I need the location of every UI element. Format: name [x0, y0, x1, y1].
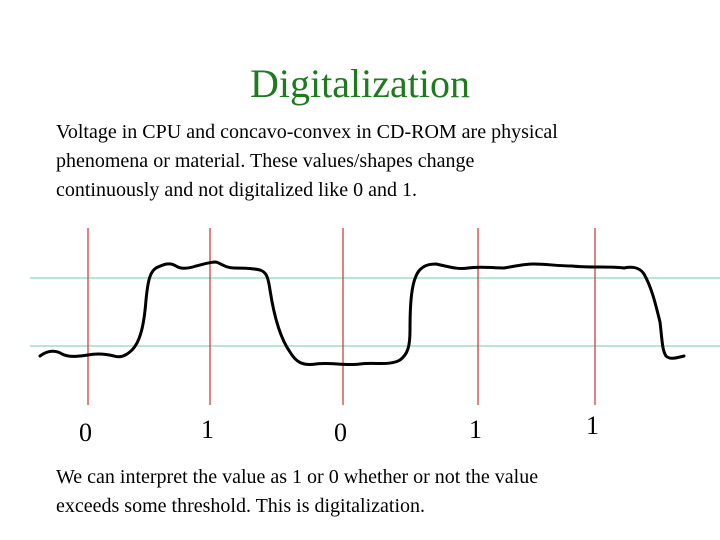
- intro-line: Voltage in CPU and concavo-convex in CD-…: [56, 121, 558, 143]
- slide-title: Digitalization: [250, 61, 470, 106]
- digit-label: 1: [469, 415, 482, 444]
- intro-line: continuously and not digitalized like 0 …: [56, 179, 418, 201]
- digit-label: 0: [79, 418, 92, 447]
- intro-paragraph: Voltage in CPU and concavo-convex in CD-…: [56, 118, 696, 205]
- conclusion-line: exceeds some threshold. This is digitali…: [56, 495, 426, 517]
- digit-label: 1: [586, 411, 599, 440]
- conclusion-paragraph: We can interpret the value as 1 or 0 whe…: [56, 463, 696, 521]
- digit-label: 0: [334, 418, 347, 447]
- digit-label: 1: [201, 415, 214, 444]
- intro-line: phenomena or material. These values/shap…: [56, 150, 475, 172]
- analog-signal-curve: [38, 260, 686, 367]
- conclusion-line: We can interpret the value as 1 or 0 whe…: [56, 466, 539, 488]
